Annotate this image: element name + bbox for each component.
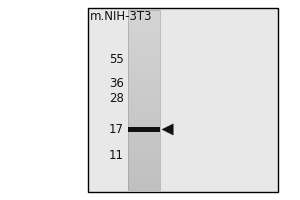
Bar: [128, 89, 160, 93]
Bar: [128, 100, 160, 104]
Bar: [128, 132, 160, 136]
Bar: [128, 35, 160, 39]
Bar: [128, 24, 160, 28]
Text: 55: 55: [109, 53, 124, 66]
Bar: [128, 50, 160, 53]
Bar: [128, 140, 160, 143]
Text: 36: 36: [109, 77, 124, 90]
Text: m.NIH-3T3: m.NIH-3T3: [90, 10, 152, 23]
Bar: [128, 172, 160, 176]
Bar: [128, 176, 160, 179]
Bar: [128, 179, 160, 183]
Bar: [128, 150, 160, 154]
Bar: [128, 53, 160, 57]
Bar: [128, 136, 160, 140]
Bar: [128, 107, 160, 111]
Text: 28: 28: [109, 92, 124, 105]
Bar: [128, 129, 160, 132]
Bar: [128, 42, 160, 46]
Bar: [128, 114, 160, 118]
Bar: [128, 60, 160, 64]
Text: 17: 17: [109, 123, 124, 136]
Bar: [128, 57, 160, 60]
Bar: [128, 75, 160, 78]
Bar: [128, 143, 160, 147]
Bar: [128, 78, 160, 82]
Bar: [128, 96, 160, 100]
Text: 11: 11: [109, 149, 124, 162]
Bar: [128, 10, 160, 190]
Bar: [128, 93, 160, 96]
Bar: [128, 127, 160, 132]
Bar: [128, 71, 160, 75]
Polygon shape: [162, 124, 173, 135]
Bar: [128, 183, 160, 186]
Bar: [128, 82, 160, 86]
Bar: [128, 125, 160, 129]
Bar: [128, 32, 160, 35]
Bar: [128, 147, 160, 150]
Bar: [128, 39, 160, 42]
Bar: [128, 154, 160, 158]
Bar: [128, 14, 160, 17]
Bar: [128, 68, 160, 71]
Bar: [128, 21, 160, 24]
Bar: [128, 122, 160, 125]
Bar: [128, 46, 160, 50]
Bar: [128, 165, 160, 168]
Bar: [128, 186, 160, 190]
Bar: [128, 64, 160, 68]
Bar: [128, 17, 160, 21]
Bar: [128, 111, 160, 114]
Bar: [128, 161, 160, 165]
Bar: [128, 118, 160, 122]
Bar: [128, 104, 160, 107]
Bar: [128, 158, 160, 161]
Bar: [128, 28, 160, 32]
Bar: [128, 86, 160, 89]
Bar: [88, 8, 278, 192]
Bar: [128, 168, 160, 172]
Bar: [128, 10, 160, 14]
